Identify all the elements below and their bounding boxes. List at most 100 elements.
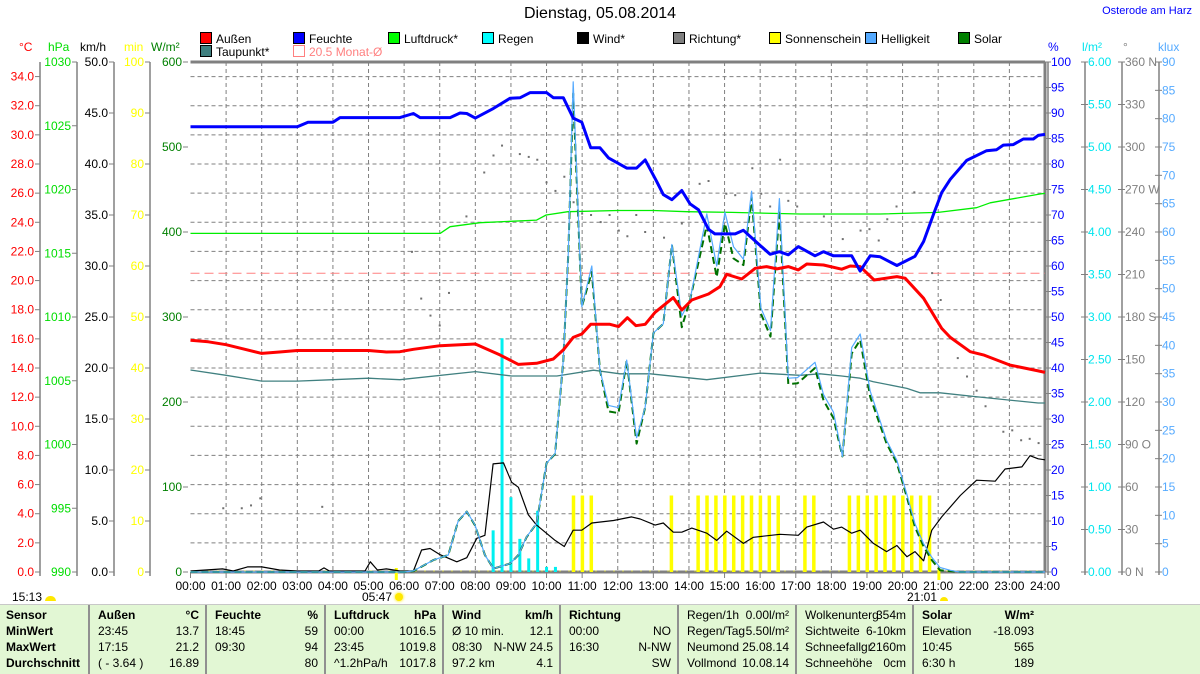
current-time: 15:13 [12, 590, 57, 604]
temp-tick-label: 2.0 [17, 536, 34, 550]
table-row: 10:45 565 [914, 639, 1040, 655]
table-header: Sensor [6, 608, 47, 622]
table-header-row: Wolkenunterg 354m [797, 607, 912, 623]
sunshine-tick-label: 80 [131, 157, 145, 171]
direction-point [447, 291, 450, 294]
cell-value: 189 [1013, 656, 1034, 670]
cell-left: Schneehöhe [805, 656, 873, 670]
direction-tick-label: 300 [1125, 140, 1145, 154]
temp-tick-label: 32.0 [11, 99, 35, 113]
direction-point [680, 222, 683, 225]
sunset-label: 21:01 [907, 590, 938, 604]
humidity-tick-label: 10 [1051, 514, 1065, 528]
direction-point [966, 375, 969, 378]
x-tick-label: 15:00 [710, 579, 740, 593]
x-tick-label: 05:00 [354, 579, 384, 593]
direction-point [760, 192, 763, 195]
sunshine-tick-label: 40 [131, 361, 145, 375]
legend-item: Feuchte [293, 32, 352, 46]
sunshine-bar [901, 495, 905, 572]
direction-point [1020, 439, 1023, 442]
cell-left: ^1.2hPa/h [334, 656, 388, 670]
sun-icon [940, 597, 949, 601]
cell-value: 16.89 [168, 656, 199, 670]
rain-tick-label: 5.50 [1088, 98, 1112, 112]
pressure-tick-label: 1000 [44, 438, 71, 452]
direction-point [608, 214, 611, 216]
cell-value: 565 [1013, 640, 1034, 654]
wind-tick-label: 0.0 [91, 565, 108, 579]
humidity-tick-label: 70 [1051, 208, 1065, 222]
table-row: Durchschnitt [0, 655, 88, 671]
table-column: Richtung 00:00 NO 16:30 N-NW SW [561, 605, 679, 674]
wind-tick-label: 50.0 [85, 55, 109, 69]
sunshine-tick-label: 90 [131, 106, 145, 120]
table-column: Wolkenunterg 354m Sichtweite 6-10km Schneefa… [797, 605, 914, 674]
direction-tick-label: 210 [1125, 268, 1145, 282]
direction-point [545, 181, 548, 184]
legend-label: Taupunkt* [216, 45, 270, 59]
column-header: Feuchte [215, 608, 262, 622]
rain-tick-label: 5.00 [1088, 140, 1112, 154]
humidity-tick-label: 25 [1051, 438, 1065, 452]
direction-tick-label: 60 [1125, 480, 1139, 494]
x-tick-label: 08:00 [460, 579, 490, 593]
legend-swatch [482, 32, 494, 44]
brightness-tick-label: 65 [1162, 197, 1176, 211]
direction-point [438, 324, 441, 327]
column-header: Richtung [569, 608, 621, 622]
legend-swatch [958, 32, 970, 44]
direction-point [222, 507, 225, 510]
rain-tick-label: 1.00 [1088, 480, 1112, 494]
direction-point [492, 154, 495, 157]
rain-tick-label: 0.00 [1088, 565, 1112, 579]
direction-point [410, 250, 413, 253]
rain-tick-label: 2.50 [1088, 353, 1112, 367]
temp-tick-label: 22.0 [11, 244, 35, 258]
direction-point [483, 171, 486, 174]
column-header-unit: hPa [413, 608, 436, 622]
cell-value: 1017.8 [399, 656, 436, 670]
temp-tick-label: 0.0 [17, 565, 34, 579]
brightness-tick-label: 75 [1162, 140, 1176, 154]
column-header: Außen [98, 608, 136, 622]
temp-tick-label: 14.0 [11, 361, 35, 375]
table-row: ^1.2hPa/h 1017.8 [326, 655, 442, 671]
humidity-tick-label: 40 [1051, 361, 1065, 375]
humidity-tick-label: 5 [1051, 540, 1058, 554]
cell-value: 4.1 [536, 656, 553, 670]
legend-item: Außen [200, 32, 251, 46]
sunshine-tick-label: 100 [124, 55, 144, 69]
direction-point [725, 192, 728, 195]
cell-left: 23:45 [98, 624, 129, 638]
rain-bar [553, 566, 557, 572]
direction-point [321, 505, 324, 508]
table-row: Neumond 25.08.14 [679, 639, 795, 655]
direction-point [644, 231, 647, 233]
table-row: 23:45 13.7 [90, 623, 205, 639]
cell-left: 00:00 [569, 624, 600, 638]
legend-label: Sonnenschein [785, 32, 862, 46]
cell-left: 16:30 [569, 640, 600, 654]
cell-value: -18.093 [993, 624, 1034, 638]
cell-value: N-NW 24.5 [493, 640, 553, 654]
legend-swatch [673, 32, 685, 44]
direction-tick-label: 120 [1125, 395, 1145, 409]
table-header-row: Richtung [561, 607, 677, 623]
sunshine-bar [731, 495, 736, 572]
legend-item: Wind* [577, 32, 625, 46]
humidity-tick-label: 60 [1051, 259, 1065, 273]
table-row: Schneehöhe 0cm [797, 655, 912, 671]
cell-left: Schneefallgr [805, 640, 872, 654]
cell-value: 0cm [883, 656, 906, 670]
cell-value: SW [651, 656, 671, 670]
wind-tick-label: 40.0 [85, 157, 109, 171]
wind-tick-label: 10.0 [85, 463, 109, 477]
brightness-tick-label: 40 [1162, 338, 1176, 352]
sunshine-tick-label: 20 [131, 463, 145, 477]
brightness-tick-label: 90 [1162, 55, 1176, 69]
solar-tick-label: 400 [162, 225, 182, 239]
direction-point [1002, 430, 1005, 433]
cell-value: 6-10km [865, 624, 906, 638]
pressure-tick-label: 1030 [44, 55, 71, 69]
